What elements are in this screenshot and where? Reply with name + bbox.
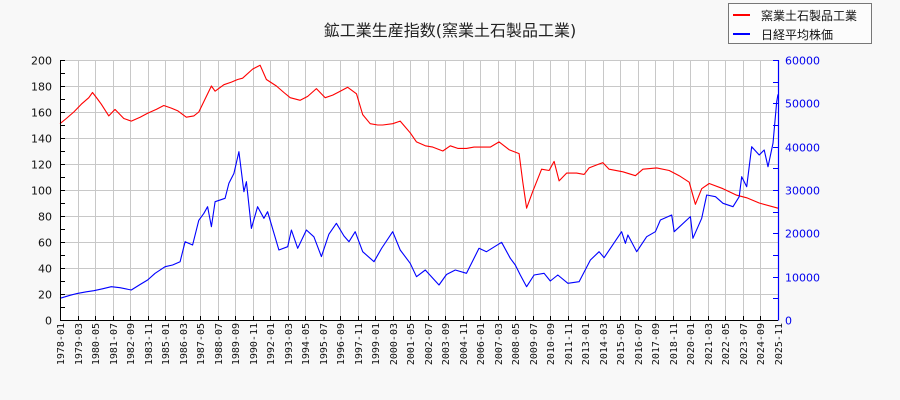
- x-tick-label: 2003-09: [441, 323, 452, 365]
- x-tick-label: 2001-05: [406, 323, 417, 365]
- tick-labels: 1978-01 1979-03 1980-05 1981-07 1982-09 1983-…: [31, 55, 820, 366]
- x-tick-label: 2025-11: [774, 323, 785, 365]
- x-tick-label: 2008-05: [511, 323, 522, 365]
- x-tick-label: 2007-03: [494, 323, 505, 365]
- series-line-ceramics: [59, 64, 779, 209]
- y-tick-label-right: 60000: [785, 55, 820, 68]
- x-tick-label: 2021-03: [704, 323, 715, 365]
- x-tick-label: 1983-11: [144, 323, 155, 365]
- y-tick-label-right: 50000: [785, 98, 820, 111]
- legend-item-nikkei: 日経平均株価: [733, 26, 833, 42]
- y-tick-label-left: 120: [31, 159, 52, 172]
- legend-item-ceramics: 窯業土石製品工業: [733, 7, 857, 23]
- x-tick-label: 2020-01: [686, 323, 697, 365]
- y-tick-label-right: 10000: [785, 272, 820, 285]
- series-line-nikkei: [59, 94, 779, 299]
- y-tick-label-left: 160: [31, 107, 52, 120]
- x-tick-label: 2022-05: [721, 323, 732, 365]
- y-tick-label-right: 0: [785, 315, 792, 328]
- y-tick-label-left: 20: [38, 289, 52, 302]
- chart-title: 鉱工業生産指数(窯業土石製品工業): [323, 21, 577, 40]
- x-tick-label: 2023-07: [739, 323, 750, 365]
- x-tick-label: 1979-03: [74, 323, 85, 365]
- x-tick-label: 2006-01: [476, 323, 487, 365]
- x-tick-label: 2009-07: [529, 323, 540, 365]
- x-tick-label: 1985-01: [161, 323, 172, 365]
- y-tick-label-left: 60: [38, 237, 52, 250]
- x-tick-label: 2000-03: [389, 323, 400, 365]
- axes: [60, 60, 780, 321]
- x-tick-label: 1980-05: [91, 323, 102, 365]
- x-tick-label: 1988-07: [214, 323, 225, 365]
- x-tick-label: 2004-11: [459, 323, 470, 365]
- legend-label: 窯業土石製品工業: [761, 8, 858, 23]
- y-tick-label-left: 100: [31, 185, 52, 198]
- x-tick-label: 1994-05: [301, 323, 312, 365]
- x-tick-label: 1978-01: [56, 323, 67, 365]
- x-tick-label: 1986-03: [179, 323, 190, 365]
- x-tick-label: 2014-03: [599, 323, 610, 365]
- x-tick-label: 2011-11: [564, 323, 575, 365]
- series-lines: [59, 64, 779, 299]
- y-tick-label-left: 80: [38, 211, 52, 224]
- x-tick-label: 2024-09: [756, 323, 767, 365]
- x-tick-label: 1989-09: [231, 323, 242, 365]
- x-tick-label: 2002-07: [424, 323, 435, 365]
- x-tick-label: 1999-01: [371, 323, 382, 365]
- y-tick-label-left: 200: [31, 55, 52, 68]
- x-tick-label: 1993-03: [284, 323, 295, 365]
- x-tick-label: 2017-09: [651, 323, 662, 365]
- y-tick-label-right: 30000: [785, 185, 820, 198]
- y-tick-label-left: 40: [38, 263, 52, 276]
- y-tick-label-left: 140: [31, 133, 52, 146]
- y-tick-label-right: 40000: [785, 142, 820, 155]
- x-tick-label: 1996-09: [336, 323, 347, 365]
- x-tick-label: 2018-11: [669, 323, 680, 365]
- x-tick-label: 1997-11: [354, 323, 365, 365]
- x-tick-label: 1981-07: [109, 323, 120, 365]
- x-tick-label: 1995-07: [319, 323, 330, 365]
- x-tick-label: 2016-07: [634, 323, 645, 365]
- y-tick-label-left: 0: [45, 315, 52, 328]
- x-tick-label: 1982-09: [126, 323, 137, 365]
- legend-swatch-red: [733, 14, 750, 16]
- legend-label: 日経平均株価: [761, 27, 834, 42]
- x-tick-label: 1987-05: [196, 323, 207, 365]
- legend: 窯業土石製品工業 日経平均株価: [728, 3, 872, 44]
- y-tick-label-left: 180: [31, 81, 52, 94]
- legend-swatch-blue: [733, 33, 750, 35]
- x-tick-label: 2013-01: [581, 323, 592, 365]
- x-tick-label: 1990-11: [249, 323, 260, 365]
- x-tick-label: 2015-05: [616, 323, 627, 365]
- x-tick-label: 1992-01: [266, 323, 277, 365]
- x-tick-label: 2010-09: [546, 323, 557, 365]
- y-tick-label-right: 20000: [785, 228, 820, 241]
